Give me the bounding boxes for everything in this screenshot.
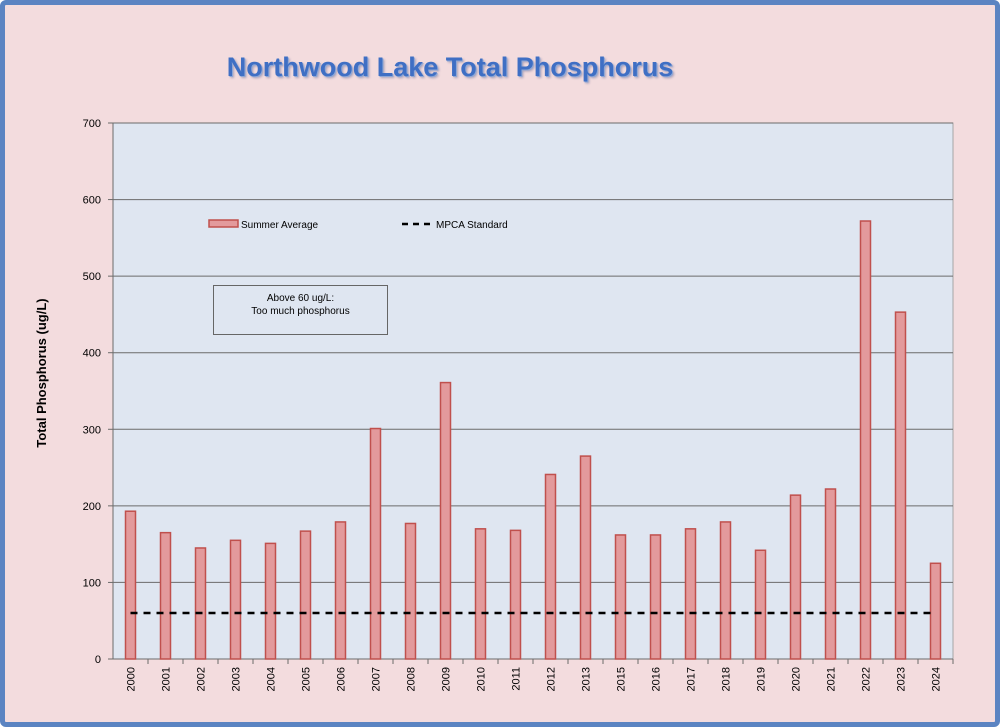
y-tick-label: 500 bbox=[83, 271, 101, 283]
bar bbox=[754, 549, 767, 660]
x-tick-label: 2023 bbox=[896, 667, 908, 691]
x-tick-label: 2000 bbox=[126, 667, 138, 691]
bar bbox=[124, 510, 137, 660]
x-tick-label: 2011 bbox=[511, 667, 523, 691]
x-tick-label: 2012 bbox=[546, 667, 558, 691]
y-tick-label: 300 bbox=[83, 424, 101, 436]
legend-label-summer-average: Summer Average bbox=[241, 220, 319, 231]
bar bbox=[614, 534, 627, 660]
bar bbox=[719, 521, 732, 660]
x-tick-label: 2010 bbox=[476, 667, 488, 691]
bar bbox=[894, 311, 907, 660]
y-tick-label: 200 bbox=[83, 501, 101, 513]
bar bbox=[684, 528, 697, 660]
x-tick-label: 2006 bbox=[336, 667, 348, 691]
bar bbox=[824, 488, 837, 660]
x-tick-label: 2016 bbox=[651, 667, 663, 691]
bar bbox=[929, 562, 942, 660]
y-tick-label: 100 bbox=[83, 577, 101, 589]
annotation-line-1: Above 60 ug/L: bbox=[266, 293, 335, 304]
y-tick-label: 0 bbox=[95, 654, 101, 666]
x-tick-label: 2022 bbox=[861, 667, 873, 691]
annotation-box: Above 60 ug/L: Too much phosphorus bbox=[213, 285, 388, 335]
legend-label-mpca-standard: MPCA Standard bbox=[436, 220, 508, 231]
x-tick-label: 2018 bbox=[721, 667, 733, 691]
bar bbox=[369, 427, 382, 660]
bar bbox=[544, 473, 557, 660]
x-tick-label: 2017 bbox=[686, 667, 698, 691]
bar bbox=[649, 534, 662, 660]
annotation-line-2: Too much phosphorus bbox=[251, 306, 350, 317]
bar bbox=[439, 381, 452, 660]
bar bbox=[264, 542, 277, 660]
bar bbox=[509, 529, 522, 660]
y-tick-label: 600 bbox=[83, 195, 101, 207]
bar bbox=[159, 531, 172, 660]
x-tick-label: 2019 bbox=[756, 667, 768, 691]
x-tick-label: 2004 bbox=[266, 667, 278, 691]
bar bbox=[579, 455, 592, 660]
bar bbox=[859, 220, 872, 660]
y-tick-label: 700 bbox=[83, 118, 101, 130]
x-tick-label: 2021 bbox=[826, 667, 838, 691]
x-tick-label: 2002 bbox=[196, 667, 208, 691]
x-tick-label: 2005 bbox=[301, 667, 313, 691]
x-tick-label: 2024 bbox=[931, 667, 943, 691]
bar bbox=[194, 547, 207, 660]
bar bbox=[474, 528, 487, 660]
x-tick-label: 2007 bbox=[371, 667, 383, 691]
x-tick-label: 2001 bbox=[161, 667, 173, 691]
bar bbox=[299, 530, 312, 660]
bar bbox=[404, 522, 417, 660]
bar bbox=[334, 521, 347, 660]
bar bbox=[789, 494, 802, 660]
y-tick-label: 400 bbox=[83, 348, 101, 360]
x-tick-label: 2003 bbox=[231, 667, 243, 691]
x-tick-label: 2013 bbox=[581, 667, 593, 691]
x-tick-label: 2015 bbox=[616, 667, 628, 691]
x-tick-label: 2008 bbox=[406, 667, 418, 691]
x-tick-label: 2020 bbox=[791, 667, 803, 691]
legend-bar-swatch bbox=[208, 219, 239, 228]
x-tick-label: 2009 bbox=[441, 667, 453, 691]
bar bbox=[229, 539, 242, 660]
chart-title: Northwood Lake Total Phosphorus bbox=[226, 52, 674, 82]
